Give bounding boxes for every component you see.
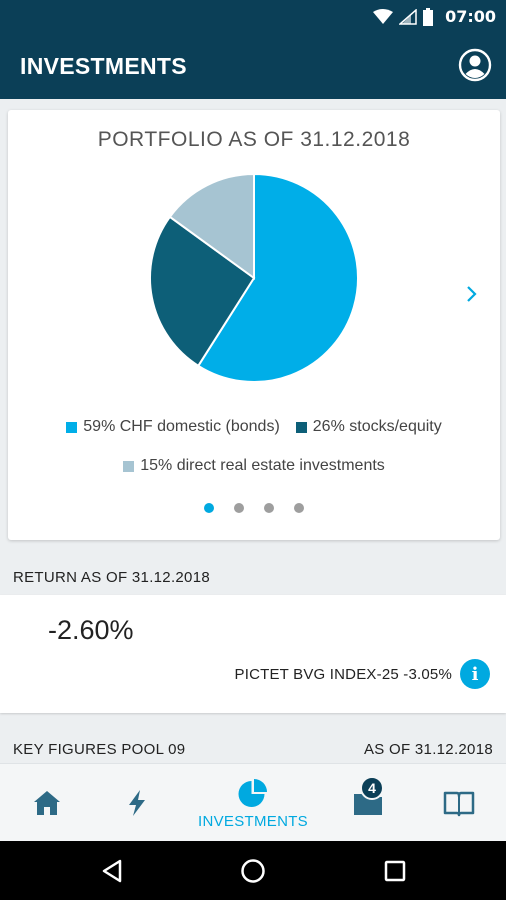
wifi-icon <box>373 8 394 24</box>
pie-chart-icon <box>238 778 267 807</box>
page-title: INVESTMENTS <box>20 53 187 79</box>
return-card: -2.60% PICTET BVG INDEX-25 -3.05% i <box>0 595 506 713</box>
recents-square-icon <box>384 860 406 881</box>
battery-icon <box>423 7 434 26</box>
legend-item-bonds: 59% CHF domestic (bonds) <box>66 418 280 436</box>
legend-label: 59% CHF domestic (bonds) <box>83 418 280 435</box>
nav-home[interactable] <box>17 764 77 842</box>
chevron-right-icon[interactable] <box>464 282 480 306</box>
portfolio-card[interactable]: PORTFOLIO AS OF 31.12.2018 59% CHF domes… <box>8 110 500 540</box>
pie-slice-real-estate <box>168 172 255 280</box>
nav-activity[interactable] <box>107 764 167 842</box>
legend-swatch <box>66 421 78 433</box>
pager-dot-1[interactable] <box>204 503 214 513</box>
legend-swatch <box>123 460 135 472</box>
nav-investments-label: INVESTMENTS <box>198 812 308 830</box>
pager-dot-4[interactable] <box>294 503 304 513</box>
system-navigation-bar <box>0 841 506 900</box>
profile-icon[interactable] <box>458 48 492 82</box>
legend-row: 59% CHF domestic (bonds) 26% stocks/equi… <box>8 418 500 436</box>
recents-button[interactable] <box>365 841 425 900</box>
documents-badge: 4 <box>360 776 384 800</box>
pager-dot-2[interactable] <box>234 503 244 513</box>
return-value: -2.60% <box>48 615 134 645</box>
legend-row: 15% direct real estate investments <box>8 457 500 475</box>
pager-dot-3[interactable] <box>264 503 274 513</box>
portfolio-title: PORTFOLIO AS OF 31.12.2018 <box>97 128 411 151</box>
return-section-header: RETURN AS OF 31.12.2018 <box>0 553 506 595</box>
portfolio-pie-chart <box>149 172 359 383</box>
nav-documents[interactable]: 4 <box>338 764 398 842</box>
back-triangle-icon <box>102 859 122 882</box>
book-icon <box>443 791 475 817</box>
back-button[interactable] <box>82 841 142 900</box>
home-circle-icon <box>241 858 265 883</box>
pie-slice-stocks <box>149 215 256 368</box>
home-icon <box>34 791 60 815</box>
app-bar: INVESTMENTS <box>0 33 506 99</box>
lightning-icon <box>129 790 145 816</box>
legend-label: 15% direct real estate investments <box>140 457 385 474</box>
pie-slice-bonds <box>196 172 359 383</box>
key-figures-label: KEY FIGURES POOL 09 <box>13 741 186 758</box>
nav-investments[interactable]: INVESTMENTS <box>188 764 318 842</box>
return-label: RETURN AS OF 31.12.2018 <box>13 569 210 586</box>
cell-signal-icon <box>399 8 417 25</box>
status-icons: 07:00 <box>373 0 496 33</box>
home-button[interactable] <box>223 841 283 900</box>
legend-label: 26% stocks/equity <box>312 418 442 435</box>
nav-library[interactable] <box>429 764 489 842</box>
benchmark-text: PICTET BVG INDEX-25 -3.05% <box>234 665 452 683</box>
legend-swatch <box>295 421 307 433</box>
status-bar: 07:00 <box>0 0 506 33</box>
key-figures-date: AS OF 31.12.2018 <box>363 741 493 758</box>
info-icon[interactable]: i <box>460 659 490 689</box>
legend-item-stocks: 26% stocks/equity <box>295 418 442 436</box>
bottom-navigation: INVESTMENTS 4 <box>0 763 506 841</box>
status-time: 07:00 <box>445 7 496 26</box>
carousel-pager <box>8 503 500 513</box>
legend-item-real-estate: 15% direct real estate investments <box>123 457 385 475</box>
key-figures-header: KEY FIGURES POOL 09 AS OF 31.12.2018 <box>0 726 506 766</box>
benchmark-row: PICTET BVG INDEX-25 -3.05% i <box>234 659 490 689</box>
